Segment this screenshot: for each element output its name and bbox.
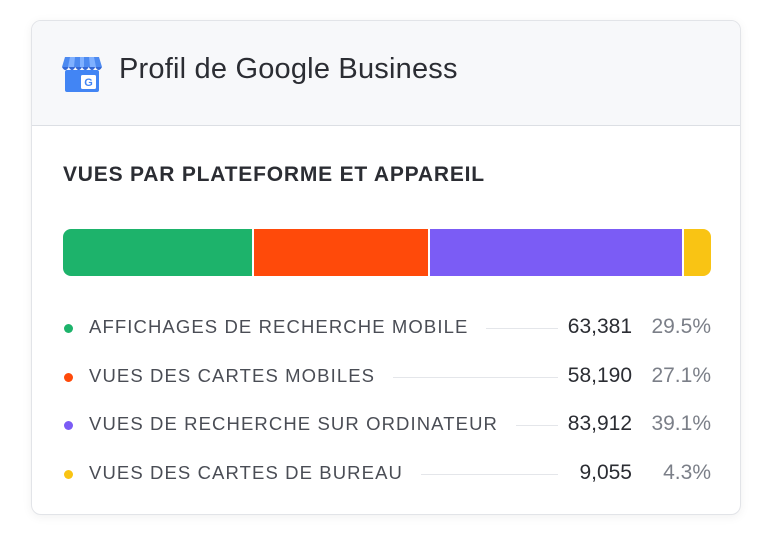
card-header: G Profil de Google Business xyxy=(32,21,740,126)
legend-label: VUES DES CARTES MOBILES xyxy=(89,364,376,386)
legend-row: AFFICHAGES DE RECHERCHE MOBILE 63,381 29… xyxy=(63,309,711,358)
legend-value: 9,055 xyxy=(579,460,632,484)
leader-line xyxy=(421,473,558,475)
chart-legend: AFFICHAGES DE RECHERCHE MOBILE 63,381 29… xyxy=(63,309,711,503)
leader-line xyxy=(393,376,558,378)
legend-label: VUES DE RECHERCHE SUR ORDINATEUR xyxy=(89,413,499,434)
legend-value: 63,381 xyxy=(567,315,632,338)
google-business-card: G Profil de Google Business VUES PAR PLA… xyxy=(31,20,741,515)
legend-row: VUES DE RECHERCHE SUR ORDINATEUR 83,912 … xyxy=(63,406,711,455)
svg-text:G: G xyxy=(84,77,93,89)
legend-label: AFFICHAGES DE RECHERCHE MOBILE xyxy=(89,316,469,337)
stacked-bar-chart xyxy=(63,229,711,276)
leader-line xyxy=(486,328,558,329)
bar-segment xyxy=(430,229,684,276)
legend-dot xyxy=(64,421,73,430)
legend-row: VUES DES CARTES MOBILES 58,190 27.1% xyxy=(63,358,711,407)
legend-dot xyxy=(64,372,73,382)
legend-label: VUES DES CARTES DE BUREAU xyxy=(89,461,403,483)
legend-percent: 27.1% xyxy=(651,363,711,387)
legend-dot xyxy=(64,324,73,333)
legend-percent: 39.1% xyxy=(651,412,711,435)
section-title: VUES PAR PLATEFORME ET APPAREIL xyxy=(63,163,485,186)
legend-percent: 4.3% xyxy=(663,460,711,484)
bar-segment xyxy=(63,229,255,276)
legend-percent: 29.5% xyxy=(651,315,711,338)
google-business-profile-icon: G xyxy=(62,57,102,92)
bar-segment xyxy=(254,229,431,276)
legend-value: 58,190 xyxy=(567,363,632,387)
legend-value: 83,912 xyxy=(567,412,632,435)
leader-line xyxy=(516,425,558,426)
bar-segment xyxy=(683,229,711,276)
legend-dot xyxy=(64,469,73,479)
legend-row: VUES DES CARTES DE BUREAU 9,055 4.3% xyxy=(63,455,711,504)
card-title: Profil de Google Business xyxy=(119,53,458,85)
